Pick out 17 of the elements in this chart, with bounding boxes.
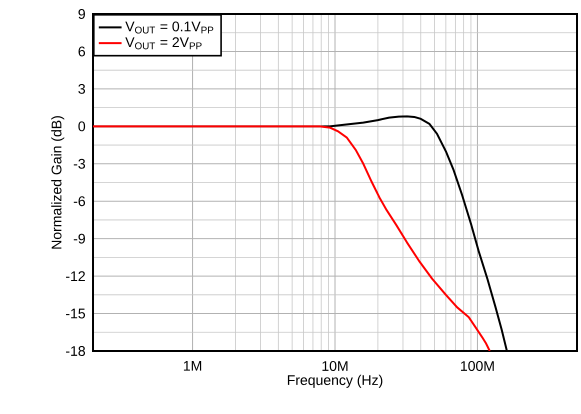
y-tick-label: -9 (74, 234, 85, 244)
y-tick-label: 3 (78, 84, 86, 94)
y-tick-label: 6 (78, 46, 86, 56)
y-tick-label: -18 (66, 346, 86, 356)
y-tick-label: -3 (74, 158, 86, 169)
x-tick-label: 1M (184, 361, 202, 371)
legend-label: V$_{OUT}$ = 2V$_{PP}$ (125, 37, 202, 50)
y-tick-label: -12 (66, 271, 85, 281)
x-tick-label: 10M (322, 361, 348, 371)
x-axis-title: Frequency (Hz) (288, 374, 382, 388)
y-axis-title: Normalized Gain (dB) (51, 116, 64, 249)
y-tick-label: -15 (66, 308, 86, 318)
legend-label: V$_{OUT}$ = 0.1V$_{PP}$ (125, 21, 214, 34)
y-tick-label: 9 (78, 9, 85, 19)
x-tick-label: 100M (461, 361, 494, 371)
y-tick-label: -6 (74, 196, 86, 206)
y-tick-label: 0 (78, 121, 86, 132)
